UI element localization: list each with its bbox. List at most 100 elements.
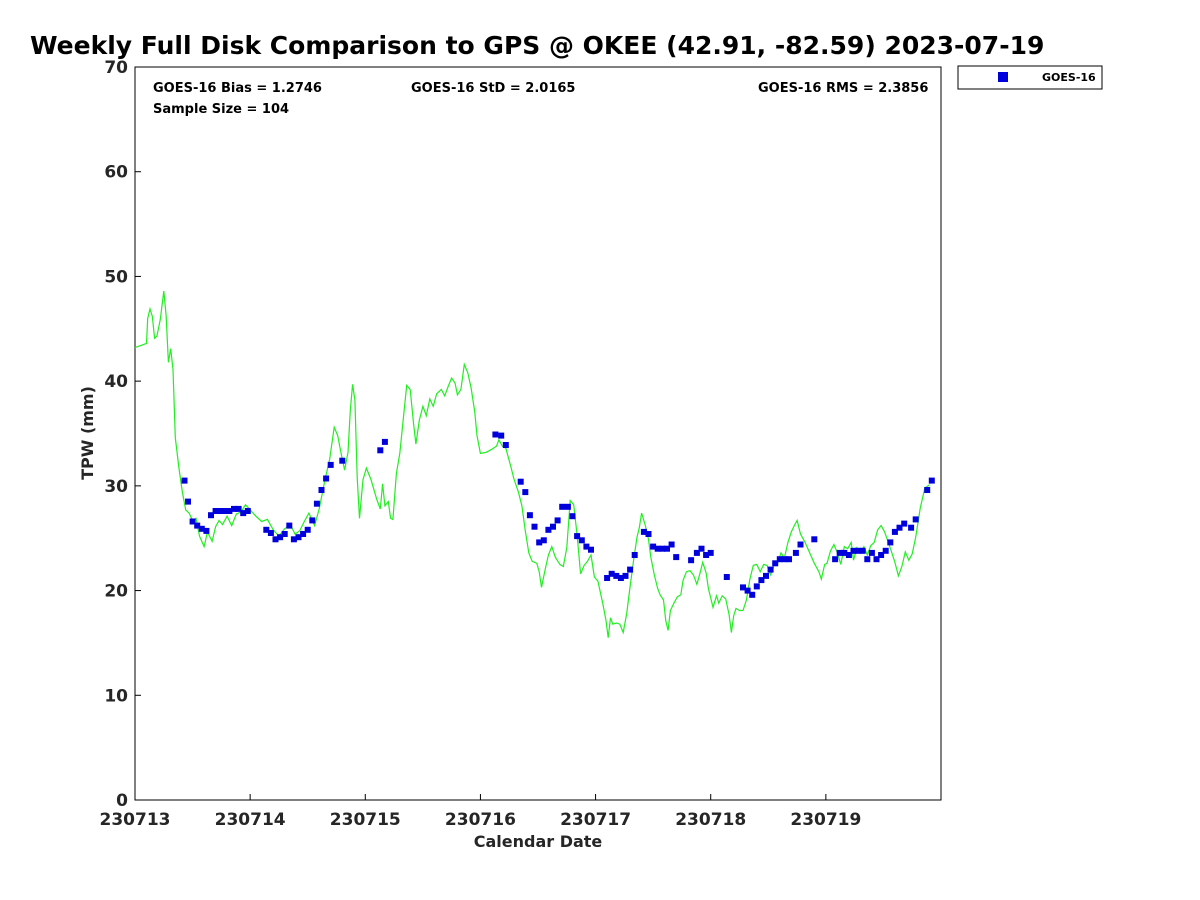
gps-series bbox=[134, 291, 930, 638]
goes-point bbox=[526, 512, 533, 519]
goes-point bbox=[309, 517, 316, 524]
goes-point bbox=[668, 541, 675, 548]
goes-point bbox=[836, 549, 843, 556]
goes-point bbox=[277, 534, 284, 541]
goes-point bbox=[781, 556, 788, 563]
goes-point bbox=[217, 508, 224, 514]
goes-point bbox=[281, 531, 288, 537]
goes-point bbox=[574, 533, 581, 540]
y-axis: 0 10 20 30 40 50 60 70 bbox=[104, 58, 141, 811]
goes-point bbox=[323, 475, 330, 482]
goes-series bbox=[181, 431, 935, 598]
goes-point bbox=[212, 508, 219, 514]
goes-point bbox=[235, 505, 242, 512]
goes-point bbox=[327, 461, 334, 468]
goes-point bbox=[531, 523, 538, 530]
goes-point bbox=[659, 545, 666, 552]
goes-point bbox=[792, 549, 799, 556]
goes-point bbox=[522, 489, 529, 496]
y-tick-label: 20 bbox=[104, 582, 128, 602]
goes-point bbox=[631, 552, 638, 558]
goes-point bbox=[772, 560, 779, 567]
goes-point bbox=[749, 591, 756, 598]
goes-point bbox=[744, 587, 751, 594]
x-tick-label: 230718 bbox=[675, 810, 746, 830]
goes-point bbox=[723, 574, 730, 580]
goes-point bbox=[517, 478, 524, 485]
y-tick-label: 60 bbox=[104, 163, 128, 183]
x-tick-label: 230719 bbox=[790, 810, 861, 830]
stat-rms: GOES-16 RMS = 2.3856 bbox=[758, 81, 928, 96]
goes-point bbox=[569, 513, 576, 520]
goes-point bbox=[181, 477, 188, 484]
legend: GOES-16 bbox=[957, 65, 1103, 90]
goes-point bbox=[554, 517, 561, 524]
goes-point bbox=[767, 566, 774, 573]
y-axis-label: TPW (mm) bbox=[78, 386, 97, 480]
goes-point bbox=[272, 536, 279, 543]
goes-point bbox=[841, 549, 848, 556]
goes-point bbox=[912, 516, 919, 523]
goes-point bbox=[811, 536, 818, 543]
goes-point bbox=[189, 518, 196, 525]
goes-point bbox=[855, 547, 862, 554]
goes-point bbox=[740, 584, 746, 591]
goes-point bbox=[763, 572, 769, 579]
goes-point bbox=[645, 531, 652, 537]
goes-point bbox=[673, 554, 680, 561]
goes-point bbox=[267, 530, 274, 536]
goes-point bbox=[882, 547, 889, 554]
goes-point bbox=[608, 570, 615, 577]
goes-point bbox=[776, 556, 783, 563]
plot-area bbox=[134, 66, 942, 801]
goes-point bbox=[221, 508, 228, 514]
goes-point bbox=[859, 547, 866, 554]
goes-point bbox=[797, 541, 804, 548]
goes-point bbox=[313, 500, 320, 507]
goes-point bbox=[901, 520, 908, 527]
goes-point bbox=[194, 522, 201, 529]
goes-point bbox=[185, 498, 191, 505]
goes-point bbox=[887, 539, 894, 546]
goes-point bbox=[868, 549, 875, 556]
goes-point bbox=[318, 487, 325, 493]
stat-sample-size: Sample Size = 104 bbox=[153, 102, 289, 117]
goes-point bbox=[878, 552, 885, 558]
goes-point bbox=[244, 508, 251, 514]
x-tick-label: 230717 bbox=[560, 810, 631, 830]
goes-point bbox=[617, 575, 624, 581]
goes-point bbox=[564, 503, 571, 510]
goes-point bbox=[198, 525, 205, 532]
goes-point bbox=[498, 432, 505, 439]
y-tick-label: 40 bbox=[104, 372, 128, 392]
goes-point bbox=[263, 526, 270, 533]
goes-point bbox=[208, 512, 214, 519]
goes-point bbox=[536, 539, 543, 546]
goes-point bbox=[664, 545, 670, 552]
gps-line bbox=[134, 291, 930, 638]
goes-point bbox=[654, 545, 661, 552]
goes-point bbox=[640, 528, 647, 535]
goes-point bbox=[339, 457, 346, 464]
y-tick-label: 30 bbox=[104, 477, 128, 497]
goes-point bbox=[622, 572, 629, 579]
goes-point bbox=[688, 557, 695, 564]
goes-point bbox=[753, 583, 760, 590]
goes-point bbox=[873, 556, 880, 563]
goes-point bbox=[693, 549, 700, 556]
goes-point bbox=[550, 523, 556, 530]
y-tick-label: 50 bbox=[104, 267, 128, 287]
x-axis-label: Calendar Date bbox=[474, 832, 603, 851]
chart-title: Weekly Full Disk Comparison to GPS @ OKE… bbox=[30, 31, 1044, 60]
goes-point bbox=[850, 547, 857, 554]
goes-point bbox=[300, 531, 307, 537]
goes-point bbox=[226, 508, 233, 514]
goes-point bbox=[864, 556, 871, 563]
x-tick-label: 230716 bbox=[445, 810, 516, 830]
x-tick-label: 230713 bbox=[100, 810, 171, 830]
goes-point bbox=[545, 526, 552, 533]
goes-point bbox=[908, 524, 915, 531]
goes-point bbox=[231, 505, 237, 512]
y-tick-label: 0 bbox=[116, 791, 128, 811]
